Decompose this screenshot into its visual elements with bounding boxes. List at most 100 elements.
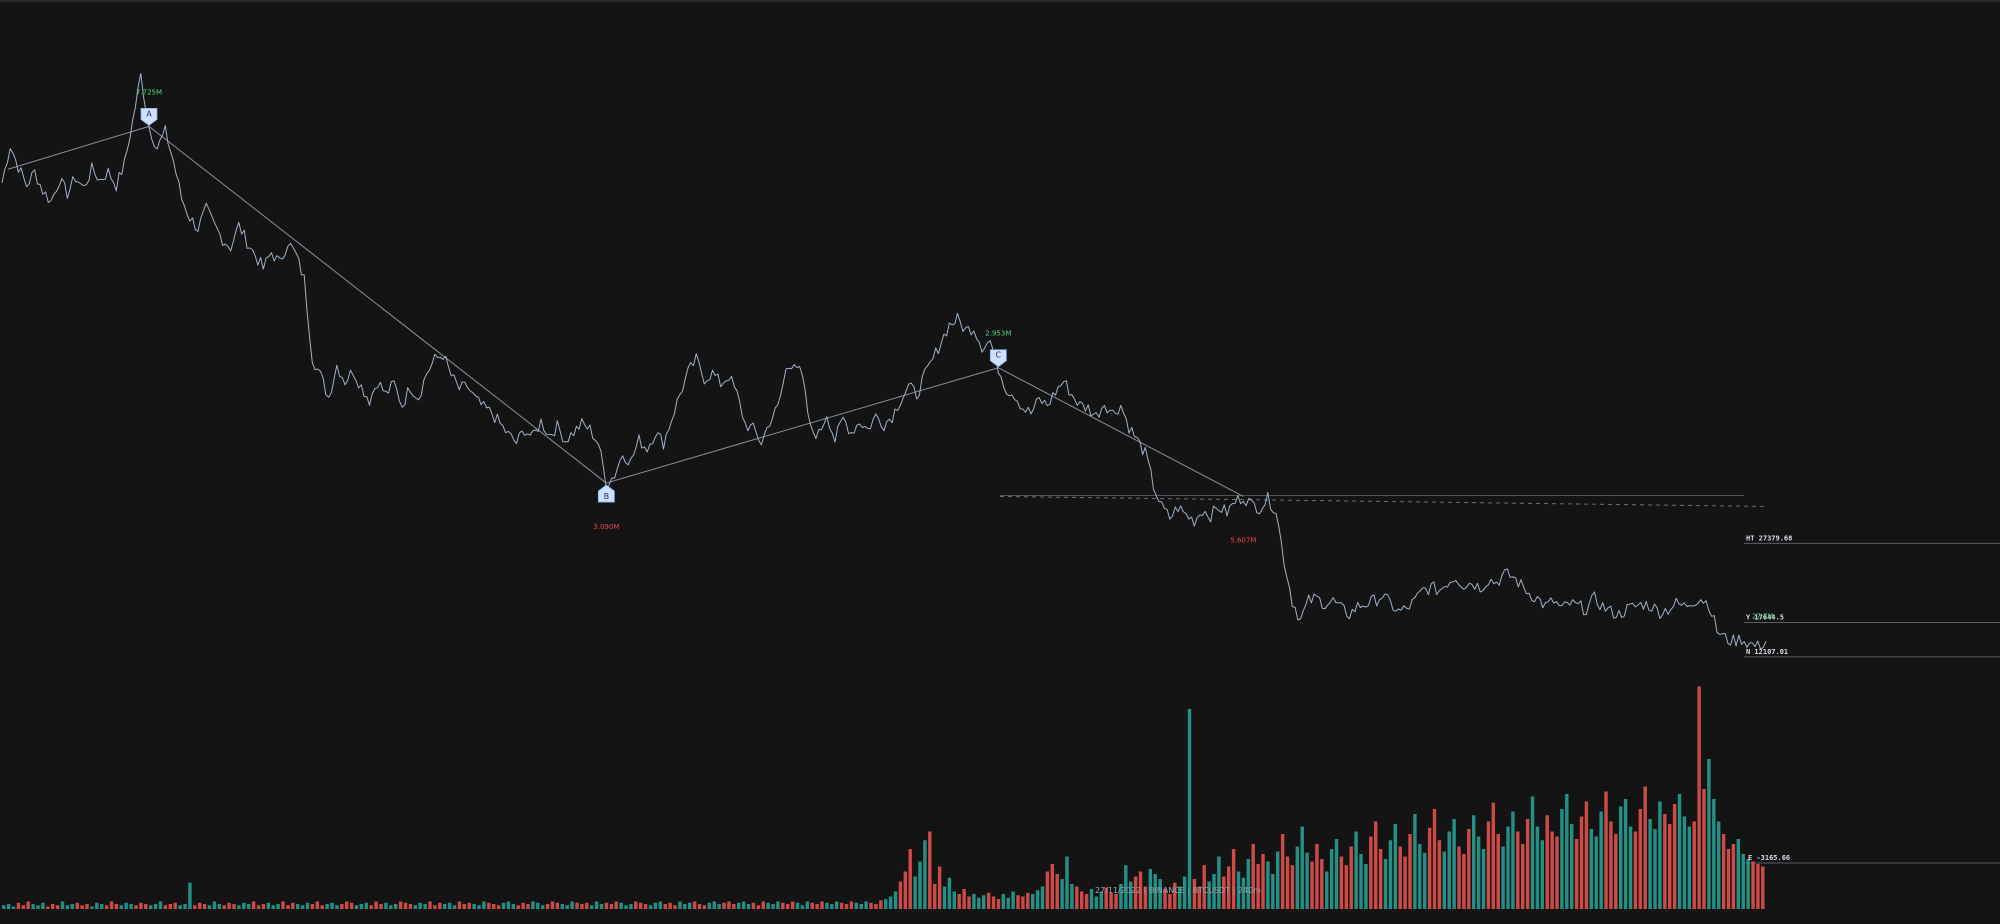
volume-bar (1089, 889, 1094, 909)
volume-bar (1408, 834, 1412, 909)
volume-bar (869, 902, 873, 909)
volume-bar (1418, 844, 1422, 909)
volume-bar (977, 897, 981, 909)
volume-bar (1599, 811, 1603, 909)
volume-bar (604, 902, 609, 909)
pivot-volume-label: 2.953M (985, 330, 1011, 338)
pivot-volume-label: 7.725M (136, 88, 162, 96)
volume-bar (389, 905, 393, 909)
volume-bar (428, 901, 432, 909)
volume-bar (839, 902, 844, 909)
volume-bar (815, 904, 819, 909)
volume-bar (1084, 894, 1089, 909)
volume-bar (545, 904, 550, 909)
volume-bar (1045, 871, 1050, 909)
volume-bar (369, 905, 373, 909)
volume-bar (1163, 889, 1167, 909)
volume-bar (300, 905, 305, 909)
volume-bar (1035, 890, 1040, 909)
volume-bar (1658, 801, 1662, 909)
volume-bar (1521, 844, 1525, 909)
volume-bar (1315, 844, 1319, 909)
volume-bar (1300, 826, 1304, 909)
volume-bar (1143, 886, 1148, 909)
volume-bar (1310, 861, 1314, 909)
volume-bar (1565, 794, 1569, 909)
volume-bar (643, 904, 648, 909)
volume-bar (256, 905, 261, 909)
volume-bar (286, 905, 290, 909)
volume-bar (237, 905, 241, 909)
level-label: N 12107.01 (1746, 648, 1788, 656)
volume-bar (820, 901, 824, 909)
volume-bar (163, 905, 168, 909)
volume-bar (506, 901, 511, 909)
volume-bar (70, 904, 75, 909)
volume-bar (26, 901, 30, 909)
volume-bar (202, 904, 207, 909)
volume-bar (1075, 886, 1079, 909)
volume-bar (1290, 865, 1295, 909)
volume-bar (1506, 826, 1510, 909)
volume-bar (1236, 871, 1241, 909)
volume-bar (1197, 886, 1202, 909)
volume-bar (947, 877, 952, 909)
volume-bar (942, 886, 947, 909)
pivot-c-label: C (996, 351, 1002, 360)
volume-bar (771, 904, 775, 909)
volume-bar (1511, 811, 1515, 909)
volume-bar (683, 904, 687, 909)
pivot-volume-label: 5.607M (1230, 536, 1256, 544)
volume-bar (487, 902, 491, 909)
volume-bar (859, 904, 863, 909)
volume-bar (1746, 859, 1750, 909)
volume-bar (599, 904, 604, 909)
volume-bar (712, 901, 716, 909)
volume-bar (849, 901, 854, 909)
volume-bar (639, 902, 643, 909)
volume-bar (1672, 804, 1677, 909)
volume-bar (913, 876, 917, 909)
volume-bars (2, 686, 1765, 909)
volume-bar (1359, 854, 1363, 909)
volume-level-label: E -3165.66 (1748, 854, 1790, 862)
volume-bar (1692, 821, 1696, 909)
volume-bar (413, 905, 418, 909)
volume-bar (315, 901, 320, 909)
volume-bar (1442, 851, 1447, 909)
volume-bar (1570, 824, 1574, 909)
volume-bar (1055, 874, 1059, 909)
volume-bar (335, 905, 339, 909)
volume-bar (795, 902, 800, 909)
volume-bar (1104, 887, 1108, 909)
volume-bar (1011, 891, 1015, 909)
volume-bar (1016, 895, 1020, 909)
volume-bar (1457, 846, 1461, 909)
volume-bar (1403, 856, 1407, 909)
volume-bar (560, 904, 565, 909)
volume-bar (496, 905, 501, 909)
volume-bar (104, 905, 109, 909)
volume-bar (1530, 796, 1535, 909)
volume-bar (217, 904, 222, 909)
volume-bar (462, 904, 467, 909)
volume-bar (95, 902, 99, 909)
volume-bar (1099, 891, 1104, 909)
volume-bar (830, 904, 834, 909)
volume-bar (65, 905, 70, 909)
volume-bar (364, 902, 369, 909)
volume-bar (433, 905, 437, 909)
volume-bar (550, 901, 555, 909)
volume-bar (717, 904, 721, 909)
volume-bar (1481, 849, 1486, 909)
volume-bar (746, 904, 751, 909)
level-labels: HT 27379.68 Y 17644.5 N 12107.01 27.7M E -31… (1746, 534, 1792, 862)
volume-bar (722, 902, 726, 909)
volume-bar (1677, 794, 1682, 909)
volume-bar (648, 905, 653, 909)
volume-bar (996, 899, 1001, 909)
volume-bar (134, 905, 138, 909)
volume-bar (781, 902, 785, 909)
volume-bar (937, 866, 942, 909)
